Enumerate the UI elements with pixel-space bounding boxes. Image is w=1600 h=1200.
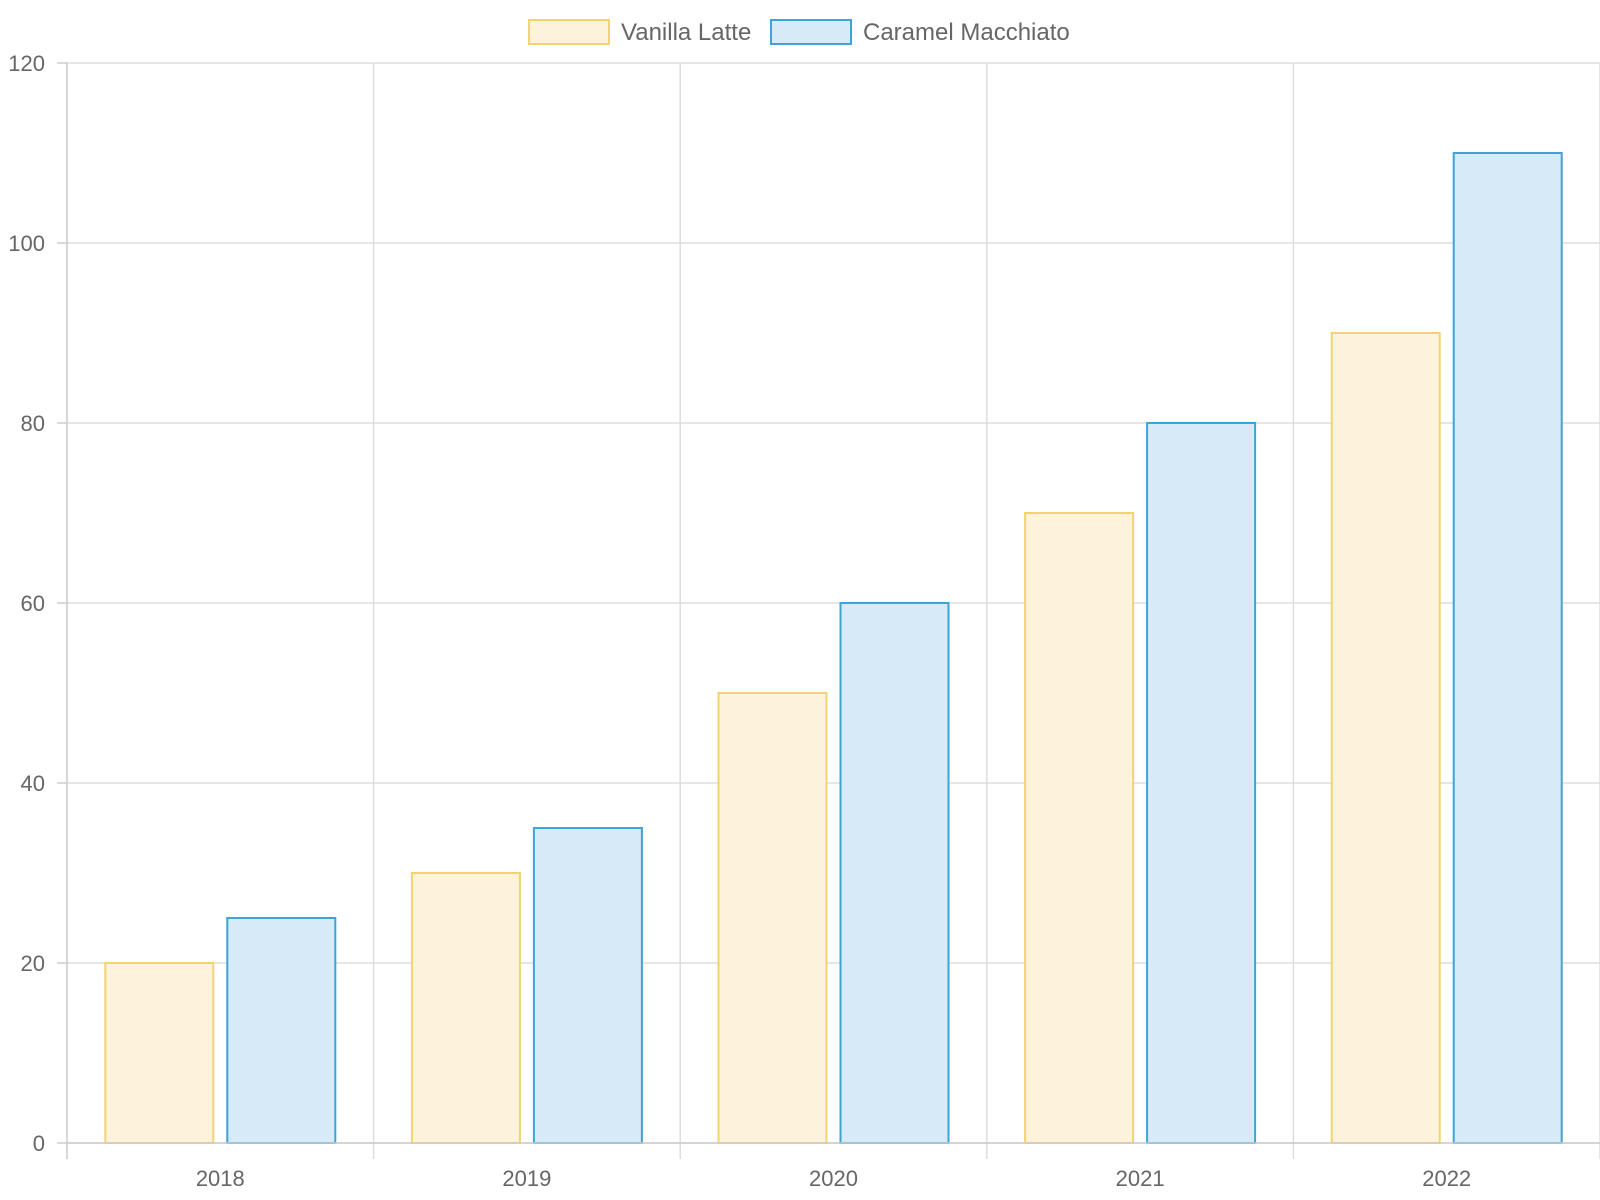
legend-swatch-vanilla-latte[interactable] [528,19,610,45]
y-tick-label: 60 [21,591,45,616]
x-tick-label: 2018 [196,1166,245,1191]
legend[interactable]: Vanilla Latte Caramel Macchiato [528,19,1070,46]
legend-label-caramel-macchiato[interactable]: Caramel Macchiato [863,19,1070,46]
legend-label-vanilla-latte[interactable]: Vanilla Latte [621,19,751,46]
bar-vanilla-latte-2020[interactable] [717,692,828,1144]
x-tick-label: 2020 [809,1166,858,1191]
x-tick-label: 2021 [1116,1166,1165,1191]
bar-caramel-macchiato-2020[interactable] [839,602,950,1144]
x-tick-label: 2019 [502,1166,551,1191]
bar-caramel-macchiato-2021[interactable] [1146,422,1257,1144]
bar-vanilla-latte-2019[interactable] [410,872,521,1144]
legend-swatch-caramel-macchiato[interactable] [770,19,852,45]
bar-caramel-macchiato-2022[interactable] [1452,152,1563,1144]
axis-layer: 0 20 40 60 80 100 120 2018 2019 2020 2021 2022 [8,51,1600,1191]
bar-caramel-macchiato-2019[interactable] [532,827,643,1144]
y-tick-label: 100 [8,231,45,256]
bar-vanilla-latte-2022[interactable] [1330,332,1441,1144]
x-tick-label: 2022 [1422,1166,1471,1191]
y-tick-label: 40 [21,771,45,796]
bar-layer [104,152,1563,1144]
bar-vanilla-latte-2021[interactable] [1024,512,1135,1144]
y-tick-label: 0 [33,1131,45,1156]
y-tick-label: 80 [21,411,45,436]
bar-vanilla-latte-2018[interactable] [104,962,215,1144]
y-tick-label: 120 [8,51,45,76]
y-tick-label: 20 [21,951,45,976]
bar-caramel-macchiato-2018[interactable] [226,917,337,1144]
